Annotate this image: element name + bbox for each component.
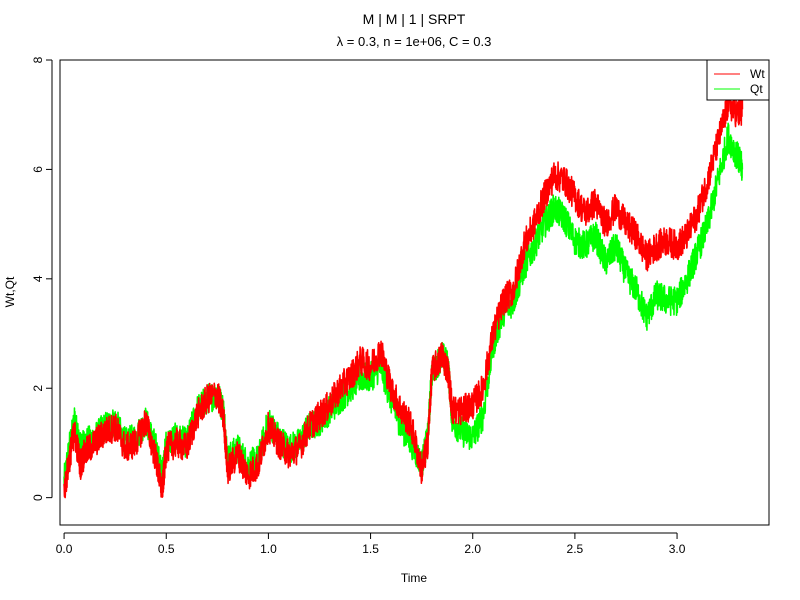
y-tick-label: 6 xyxy=(31,166,45,173)
series-line-qt xyxy=(63,122,744,489)
x-axis: 0.0 0.5 1.0 1.5 2.0 2.5 3.0 xyxy=(56,532,686,556)
chart-title: M | M | 1 | SRPT xyxy=(363,11,466,27)
series-line-wt xyxy=(63,89,744,499)
y-axis-label: Wt,Qt xyxy=(3,276,17,307)
x-tick-label: 3.0 xyxy=(669,542,686,556)
x-tick-label: 1.5 xyxy=(362,542,379,556)
legend-label-qt: Qt xyxy=(750,82,763,96)
x-tick-label: 1.0 xyxy=(260,542,277,556)
legend: Wt Qt xyxy=(706,59,770,101)
y-tick-label: 8 xyxy=(31,56,45,63)
legend-label-wt: Wt xyxy=(750,67,765,81)
chart-subtitle: λ = 0.3, n = 1e+06, C = 0.3 xyxy=(337,34,492,49)
x-tick-label: 2.5 xyxy=(567,542,584,556)
x-axis-label: Time xyxy=(401,571,428,585)
plot-frame xyxy=(59,59,770,526)
y-axis: 0 2 4 6 8 xyxy=(31,56,53,501)
y-tick-label: 2 xyxy=(31,385,45,392)
x-tick-label: 2.0 xyxy=(464,542,481,556)
x-tick-label: 0.5 xyxy=(158,542,175,556)
y-tick-label: 0 xyxy=(31,494,45,501)
legend-box xyxy=(706,59,770,101)
y-tick-label: 4 xyxy=(31,275,45,282)
x-tick-label: 0.0 xyxy=(56,542,73,556)
series-layer xyxy=(63,89,744,499)
